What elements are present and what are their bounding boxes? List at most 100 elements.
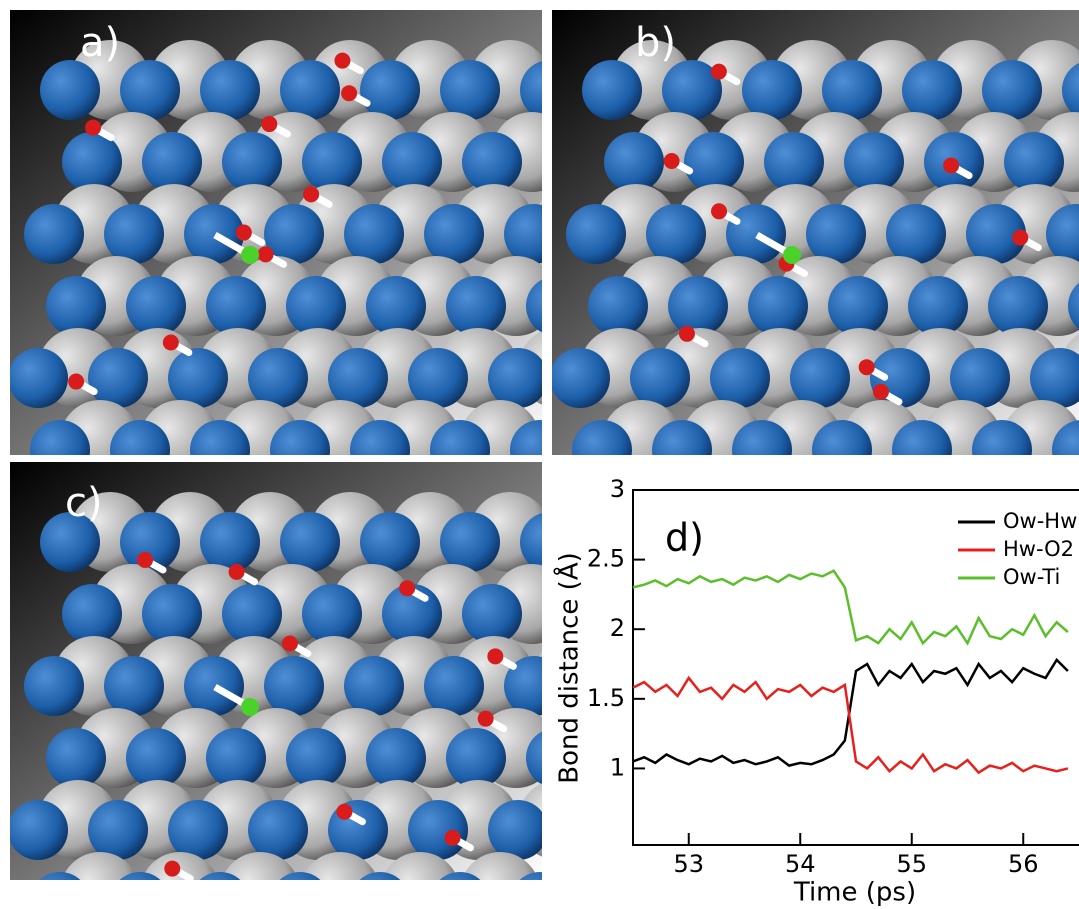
- atom: [104, 656, 164, 716]
- plot-frame: [632, 489, 1079, 846]
- atom: [520, 513, 542, 571]
- atom: [630, 348, 690, 408]
- atom: [344, 656, 404, 716]
- atom: [886, 204, 946, 264]
- atom: [541, 879, 542, 880]
- atom: [424, 204, 484, 264]
- atom: [184, 656, 244, 716]
- atom: [822, 60, 882, 120]
- series-line: [632, 675, 1069, 775]
- oxygen: [1012, 229, 1029, 246]
- atom: [280, 60, 340, 120]
- atom: [844, 132, 904, 192]
- annotation: d): [665, 516, 704, 560]
- atom: [1062, 62, 1079, 118]
- atom: [710, 348, 770, 408]
- atom: [462, 132, 522, 192]
- atom: [248, 348, 308, 408]
- atom: [566, 204, 626, 264]
- atom: [908, 276, 968, 336]
- oxygen: [341, 85, 358, 102]
- atom: [748, 276, 808, 336]
- atom: [46, 728, 106, 788]
- atom: [966, 204, 1026, 264]
- atom: [222, 132, 282, 192]
- oxygen: [241, 698, 259, 716]
- atom: [88, 348, 148, 408]
- y-tick-label: 3: [610, 475, 625, 503]
- atom: [206, 276, 266, 336]
- atom: [461, 852, 539, 880]
- atom: [604, 132, 664, 192]
- atom: [61, 852, 139, 880]
- atom: [126, 728, 186, 788]
- atom: [828, 276, 888, 336]
- atom: [62, 132, 122, 192]
- atom: [24, 656, 84, 716]
- atom: [141, 852, 219, 880]
- atom: [39, 872, 81, 880]
- atom: [184, 204, 244, 264]
- legend-label: Ow-Ti: [1003, 565, 1060, 589]
- oxygen: [487, 648, 504, 665]
- atom: [360, 60, 420, 120]
- atom: [46, 276, 106, 336]
- atom: [440, 60, 500, 120]
- atom: [248, 800, 308, 860]
- atom: [88, 800, 148, 860]
- atom: [40, 512, 100, 572]
- atom: [446, 728, 506, 788]
- oxygen: [399, 580, 416, 597]
- atom: [504, 656, 542, 716]
- atom: [652, 420, 712, 455]
- x-tick-label: 56: [1008, 850, 1039, 878]
- atom: [726, 204, 786, 264]
- oxygen: [228, 563, 245, 580]
- atom: [488, 348, 542, 408]
- atom: [119, 872, 161, 880]
- atom: [302, 584, 362, 644]
- atom: [732, 420, 792, 455]
- oxygen: [477, 710, 494, 727]
- atom: [1046, 204, 1079, 264]
- oxygen: [164, 860, 181, 877]
- panel-c: [10, 462, 542, 880]
- atom: [279, 872, 321, 880]
- atom: [366, 276, 426, 336]
- atom: [120, 512, 180, 572]
- oxygen: [334, 52, 351, 69]
- chart: d) Time (ps) Bond distance (Å) 1 1.5 2 2.5 3…: [553, 475, 1079, 908]
- atom: [764, 132, 824, 192]
- y-axis-label: Bond distance (Å): [553, 552, 585, 784]
- oxygen: [235, 224, 252, 241]
- atom: [572, 420, 632, 455]
- atom: [790, 348, 850, 408]
- atom: [286, 276, 346, 336]
- legend-label: Ow-Hw: [1003, 509, 1077, 533]
- atom: [504, 204, 542, 264]
- panel-a: [10, 10, 542, 455]
- atom: [382, 132, 442, 192]
- atom: [221, 852, 299, 880]
- atom: [972, 420, 1032, 455]
- atom: [526, 731, 542, 785]
- oxygen: [711, 203, 728, 220]
- atom: [812, 420, 872, 455]
- oxygen: [68, 373, 85, 390]
- atom: [988, 276, 1048, 336]
- atom: [206, 728, 266, 788]
- atom: [381, 852, 459, 880]
- atom: [190, 420, 250, 455]
- y-tick-label: 1.5: [587, 684, 625, 712]
- panel-b: [552, 10, 1079, 455]
- atom: [264, 656, 324, 716]
- atom: [62, 584, 122, 644]
- atom: [142, 132, 202, 192]
- atom: [302, 132, 362, 192]
- atom: [462, 584, 522, 644]
- oxygen: [858, 359, 875, 376]
- atom: [430, 420, 490, 455]
- atom: [806, 204, 866, 264]
